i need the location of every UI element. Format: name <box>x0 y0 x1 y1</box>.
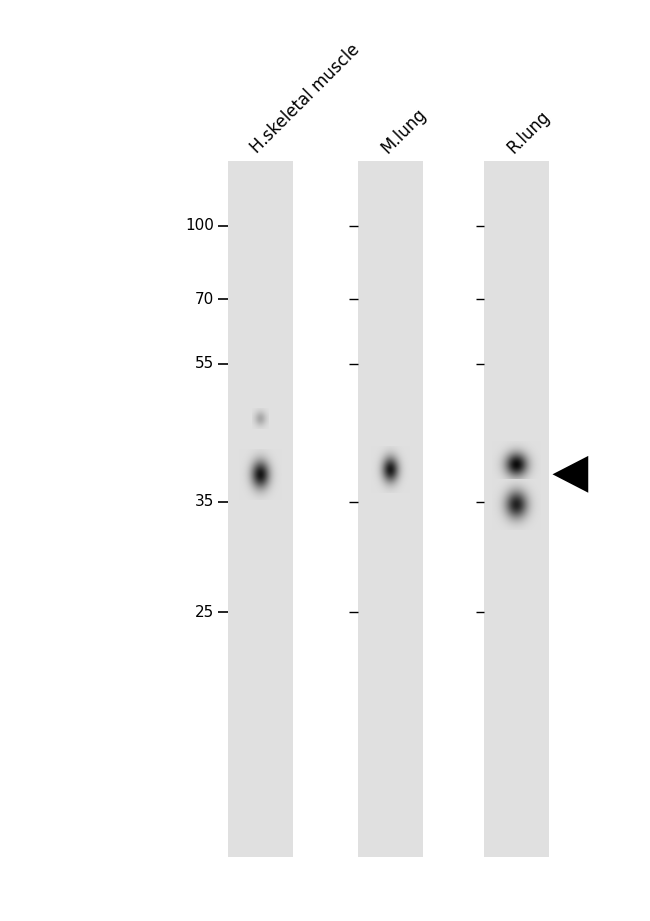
Text: 100: 100 <box>185 218 214 233</box>
Polygon shape <box>552 456 588 493</box>
Text: R.lung: R.lung <box>504 108 554 157</box>
Text: M.lung: M.lung <box>377 105 430 157</box>
Text: 25: 25 <box>194 605 214 620</box>
Bar <box>358 161 423 857</box>
Bar <box>484 161 549 857</box>
Bar <box>227 161 292 857</box>
Text: 70: 70 <box>194 292 214 307</box>
Text: H.skeletal muscle: H.skeletal muscle <box>247 41 363 157</box>
Text: 35: 35 <box>194 495 214 509</box>
Text: 55: 55 <box>194 356 214 371</box>
